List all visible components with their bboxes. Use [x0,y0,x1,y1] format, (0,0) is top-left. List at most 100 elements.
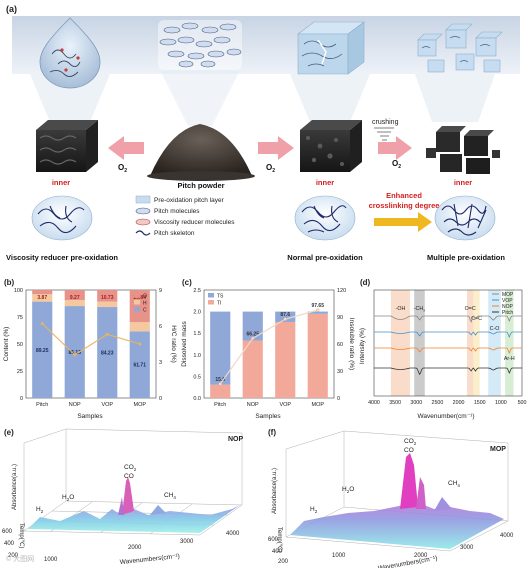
chart-b-label-c: 84.23 [101,351,114,357]
chart-d-xtick: 2000 [453,400,465,406]
inner-label-2: inner [316,178,334,187]
chart-b-y2tick: 0 [159,396,162,402]
chart-c-bar-ti [242,340,263,398]
chart-b-bar-o [129,290,150,323]
chart-e-xtick: 1000 [44,557,58,563]
chart-c-bar-ti [275,321,296,398]
legend-label-0: Pre-oxidation pitch layer [154,197,225,204]
legend-swatch-preox-layer [135,195,151,204]
chart-e-zlabel: Absorbance(a.u.) [12,464,18,510]
label-normal-preox: Normal pre-oxidation [287,253,363,262]
chart-d-xtick: 500 [518,400,527,406]
inset-multiple-fragments [417,23,503,73]
chart-b-label-c: 61.71 [133,363,146,369]
chart-b-frame [25,289,157,399]
chart-d-legend-label: Pitch [502,310,513,316]
chart-d-svg: (d) Intensity (%) Wavenumber(cm⁻¹) 4000 3… [359,278,527,420]
chart-e-xtick: 2000 [128,545,142,551]
chart-f-label-ch4: CH4 [448,480,460,488]
cube-multiple-preoxidation [426,126,500,174]
chart-e-label-co2: CO2 [124,464,137,472]
chart-b-bar-h [97,301,118,308]
chart-f-label-h2: H2 [310,506,318,514]
chart-d-band [467,290,474,396]
chart-f-label-h2o: H2O [342,486,354,494]
chart-e-peak-co [118,497,124,515]
chart-b-bar-o [32,290,53,295]
chart-b-y2tick: 6 [159,324,162,330]
chart-b-hc-point [138,342,142,346]
inset-pitch-molecules [158,20,242,70]
cube-normal-preoxidation [300,120,362,172]
chart-c-y2label: Insoluble ratio (%) [348,318,355,370]
chart-c-xtick: Pitch [214,402,226,408]
chart-d-letter: (d) [360,278,371,287]
beam-1 [30,74,110,122]
chart-c-ytick: 2.0 [193,310,201,316]
chart-f-xlabel: Wavenumbers(cm⁻¹) [377,555,438,568]
inner-label-1: inner [52,178,70,187]
chart-b-label-o: 3.87 [37,295,47,301]
o2-label-right-2: O2 [392,159,401,170]
enhanced-label-2: crosslinking degree [369,201,440,210]
tornado-icon [374,127,394,141]
chart-b-hc-point [105,332,109,336]
chart-b-ytick: 50 [17,342,23,348]
chart-d-band [390,290,410,396]
chart-b-bar-h [64,300,85,307]
chart-e-svg: (e) CO2 CO CH4 H2O H2 NOP Absorbance(a.u… [2,428,244,566]
chart-d-series-nop [374,347,522,355]
chart-d-band-label: -CHx [414,306,425,313]
chart-b-ytick: 25 [17,369,23,375]
chart-b-xtick: MOP [133,402,146,408]
inset-viscosity-droplet [39,17,101,89]
crushing-label: crushing [372,119,399,126]
chart-f-xtick: 1000 [332,553,346,559]
chart-b-label-o: 10.73 [101,295,114,301]
chart-b-label-c: 85.13 [68,350,81,356]
chart-b-hc-point [73,353,77,357]
o2-label-right: O2 [266,163,275,174]
chart-d-band-label: -OH [396,306,406,312]
chart-e-surface [28,505,240,533]
chart-d-legend-label: NOP [502,304,514,310]
chart-c-ytick: 0.5 [193,374,201,380]
chart-c-line-label: 87.6 [280,312,290,318]
inner-label-3: inner [454,178,472,187]
chart-d-xtick: 2500 [432,400,444,406]
chart-c-y2tick: 60 [337,342,343,348]
pitch-powder-label: Pitch powder [177,181,224,190]
chart-d-xtick: 3500 [389,400,401,406]
arrow-enhanced [374,212,432,232]
chart-f-sample: MOP [490,446,506,453]
chart-d-band-label: C-O [490,326,500,332]
skeleton-circle-3 [434,195,496,241]
chart-f-xtick: 4000 [500,533,514,539]
chart-b-bar-o [97,290,118,302]
chart-d-series-pitch [374,367,522,376]
chart-e-ytick: 600 [2,529,13,535]
chart-f-ytick: 200 [278,559,289,565]
cube-viscosity-reducer [36,120,98,172]
o2-label-left: O2 [118,163,127,174]
chart-d-band [505,290,514,396]
chart-e-xlabel: Wavenumbers(cm⁻¹) [120,553,181,566]
chart-e-letter: (e) [4,428,14,437]
chart-b-legend-label: H [143,301,147,307]
arrow-o2-right-2 [378,136,412,160]
chart-d-band [473,290,480,396]
chart-f-ytick: 400 [272,549,283,555]
pitch-powder-mound [147,124,255,181]
chart-c-y2tick: 90 [337,315,343,321]
chart-c-ytick: 1.0 [193,353,201,359]
schematic-legend: Pre-oxidation pitch layer Pitch molecule… [135,195,235,237]
chart-b-ytick: 100 [14,288,23,294]
chart-d-band-label: C=C [471,316,482,322]
chart-e-sample: NOP [228,436,244,443]
chart-e-label-ch4: CH4 [164,492,176,500]
skeleton-circle-2 [294,195,356,241]
chart-b-legend-label: O [143,294,147,300]
chart-f-surface [290,499,504,549]
chart-b-ytick: 75 [17,315,23,321]
skeleton-circle-1 [31,195,93,241]
